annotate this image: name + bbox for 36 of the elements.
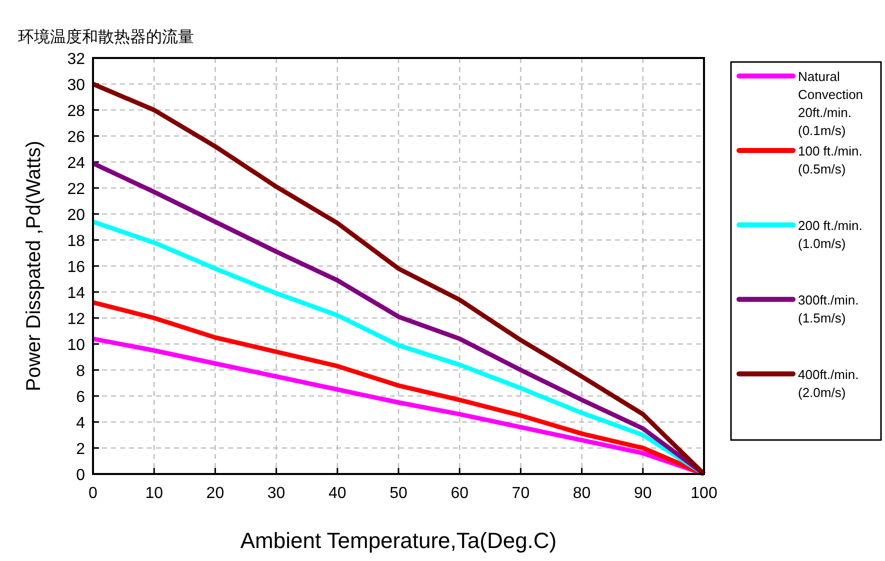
y-tick-label: 28 [67,103,86,120]
y-tick-label: 8 [76,363,86,380]
x-tick-label: 50 [390,485,408,502]
x-tick-label: 70 [512,485,530,502]
x-tick-label: 60 [450,485,469,502]
y-tick-label: 16 [67,259,86,276]
x-tick-label: 0 [88,485,98,502]
legend-label: 100 ft./min. (0.5m/s) [798,143,862,176]
y-tick-label: 24 [67,155,86,172]
y-tick-label: 2 [76,441,86,458]
y-tick-label: 12 [67,311,86,328]
y-tick-label: 0 [76,467,86,484]
y-axis-title: Power Disspated ,Pd(Watts) [23,140,45,392]
y-tick-label: 6 [76,389,86,406]
x-axis-title: Ambient Temperature,Ta(Deg.C) [240,528,557,553]
x-tick-label: 40 [328,485,346,502]
y-tick-label: 18 [67,233,86,250]
chart-title: 环境温度和散热器的流量 [18,28,194,46]
legend-label: 400ft./min. (2.0m/s) [798,366,859,400]
legend-label: 200 ft./min. (1.0m/s) [798,218,862,251]
x-tick-label: 20 [206,485,224,502]
x-tick-label: 30 [267,485,286,502]
y-tick-label: 14 [67,285,86,302]
y-tick-label: 30 [67,77,86,94]
x-tick-label: 90 [634,485,652,502]
legend-label: 300ft./min. (1.5m/s) [798,292,859,326]
y-tick-label: 26 [67,129,86,146]
y-tick-label: 20 [67,207,86,224]
x-tick-label: 10 [145,485,164,502]
y-tick-label: 32 [67,51,86,68]
x-tick-label: 100 [690,485,718,502]
y-tick-label: 22 [67,181,86,198]
y-tick-label: 4 [76,415,86,432]
y-tick-label: 10 [67,337,86,354]
x-tick-label: 80 [572,485,591,502]
legend-label: Natural Convection 20ft./min. (0.1m/s) [798,69,864,138]
